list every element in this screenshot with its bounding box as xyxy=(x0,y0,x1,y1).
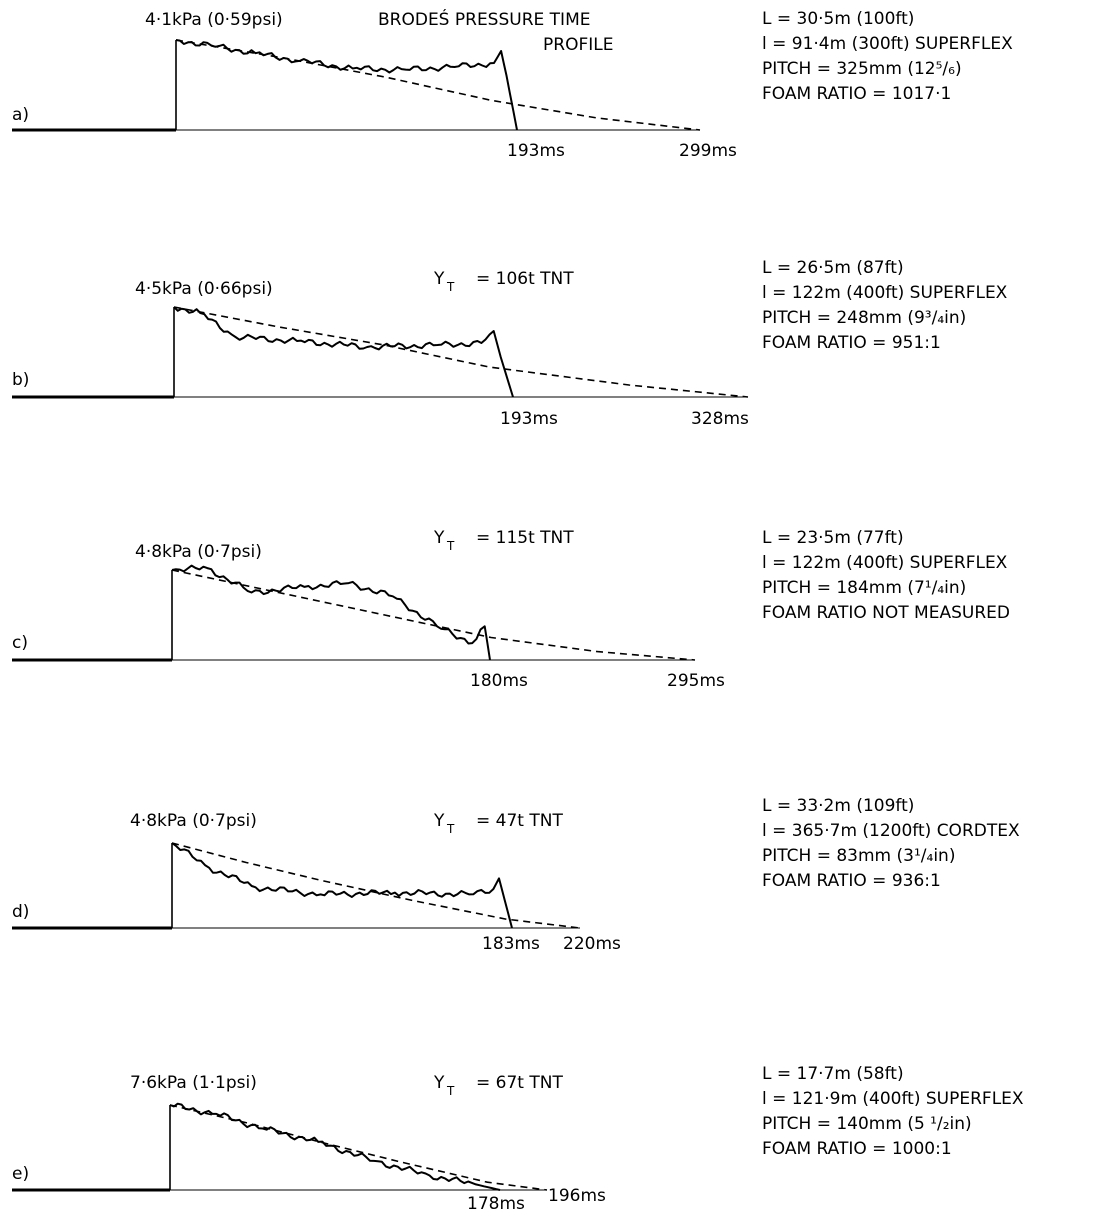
peak-pressure-label: 4·8kPa (0·7psi) xyxy=(130,811,257,831)
panel-c: c) 4·8kPa (0·7psi) 180ms 295ms Y T = 115t TNT L… xyxy=(12,528,1010,691)
test-parameter: FOAM RATIO = 1017·1 xyxy=(762,84,951,104)
peak-pressure-label: 4·5kPa (0·66psi) xyxy=(135,279,273,299)
measured-trace xyxy=(175,39,518,131)
tail-time-label: 299ms xyxy=(679,141,737,161)
yield-subscript: T xyxy=(446,1084,455,1098)
test-parameter: PITCH = 325mm (12⁵/₆) xyxy=(762,59,962,79)
test-parameter: l = 121·9m (400ft) SUPERFLEX xyxy=(762,1089,1024,1109)
test-parameter: L = 17·7m (58ft) xyxy=(762,1064,904,1084)
test-parameter: PITCH = 83mm (3¹/₄in) xyxy=(762,846,955,866)
peak-pressure-label: 7·6kPa (1·1psi) xyxy=(130,1073,257,1093)
brode-profile xyxy=(169,1104,548,1191)
tail-time-label: 295ms xyxy=(667,671,725,691)
test-parameter: l = 365·7m (1200ft) CORDTEX xyxy=(762,821,1020,841)
end-time-label: 183ms xyxy=(482,934,540,954)
yield-value: = 67t TNT xyxy=(476,1073,563,1093)
panel-letter: d) xyxy=(12,902,29,922)
test-parameter: L = 30·5m (100ft) xyxy=(762,9,914,29)
yield-value: = 106t TNT xyxy=(476,269,574,289)
yield-value: = 47t TNT xyxy=(476,811,563,831)
panel-e: e) 7·6kPa (1·1psi) 178ms 196ms Y T = 67t TNT L … xyxy=(12,1064,1024,1214)
test-parameter: l = 122m (400ft) SUPERFLEX xyxy=(762,553,1008,573)
end-time-label: 193ms xyxy=(500,409,558,429)
test-parameter: PITCH = 140mm (5 ¹/₂in) xyxy=(762,1114,972,1134)
peak-pressure-label: 4·1kPa (0·59psi) xyxy=(145,10,283,30)
test-parameter: FOAM RATIO = 936:1 xyxy=(762,871,941,891)
brode-profile xyxy=(173,306,749,398)
peak-pressure-label: 4·8kPa (0·7psi) xyxy=(135,542,262,562)
yield-symbol: Y xyxy=(433,528,445,548)
yield-symbol: Y xyxy=(433,269,445,289)
test-parameter: l = 122m (400ft) SUPERFLEX xyxy=(762,283,1008,303)
measured-trace xyxy=(171,564,491,661)
end-time-label: 178ms xyxy=(467,1194,525,1214)
yield-subscript: T xyxy=(446,822,455,836)
measured-trace xyxy=(171,842,513,929)
brode-profile xyxy=(171,569,696,661)
test-parameter: FOAM RATIO = 951:1 xyxy=(762,333,941,353)
panel-letter: c) xyxy=(12,633,28,653)
panel-letter: b) xyxy=(12,370,29,390)
yield-symbol: Y xyxy=(433,811,445,831)
panel-letter: a) xyxy=(12,105,29,125)
panel-letter: e) xyxy=(12,1164,29,1184)
end-time-label: 180ms xyxy=(470,671,528,691)
measured-trace xyxy=(173,306,514,398)
test-parameter: l = 91·4m (300ft) SUPERFLEX xyxy=(762,34,1013,54)
panel-a: a) 4·1kPa (0·59psi) 193ms 299ms BRODEŚ PRESS… xyxy=(12,8,1013,161)
panel-b: b) 4·5kPa (0·66psi) 193ms 328ms Y T = 106t TNT… xyxy=(12,258,1008,429)
measured-trace xyxy=(169,1102,501,1191)
end-time-label: 193ms xyxy=(507,141,565,161)
panel-d: d) 4·8kPa (0·7psi) 183ms 220ms Y T = 47t TNT L … xyxy=(12,796,1020,954)
brode-profile xyxy=(171,842,581,929)
tail-time-label: 220ms xyxy=(563,934,621,954)
test-parameter: PITCH = 184mm (7¹/₄in) xyxy=(762,578,966,598)
test-parameter: FOAM RATIO = 1000:1 xyxy=(762,1139,952,1159)
yield-value: = 115t TNT xyxy=(476,528,574,548)
yield-symbol: Y xyxy=(433,1073,445,1093)
test-parameter: L = 23·5m (77ft) xyxy=(762,528,904,548)
test-parameter: PITCH = 248mm (9³/₄in) xyxy=(762,308,966,328)
figure-title: BRODEŚ PRESSURE TIME xyxy=(378,8,590,30)
test-parameter: FOAM RATIO NOT MEASURED xyxy=(762,603,1010,623)
tail-time-label: 328ms xyxy=(691,409,749,429)
figure-title-line-2: PROFILE xyxy=(543,35,613,55)
yield-subscript: T xyxy=(446,280,455,294)
tail-time-label: 196ms xyxy=(548,1186,606,1206)
test-parameter: L = 33·2m (109ft) xyxy=(762,796,914,816)
test-parameter: L = 26·5m (87ft) xyxy=(762,258,904,278)
yield-subscript: T xyxy=(446,539,455,553)
